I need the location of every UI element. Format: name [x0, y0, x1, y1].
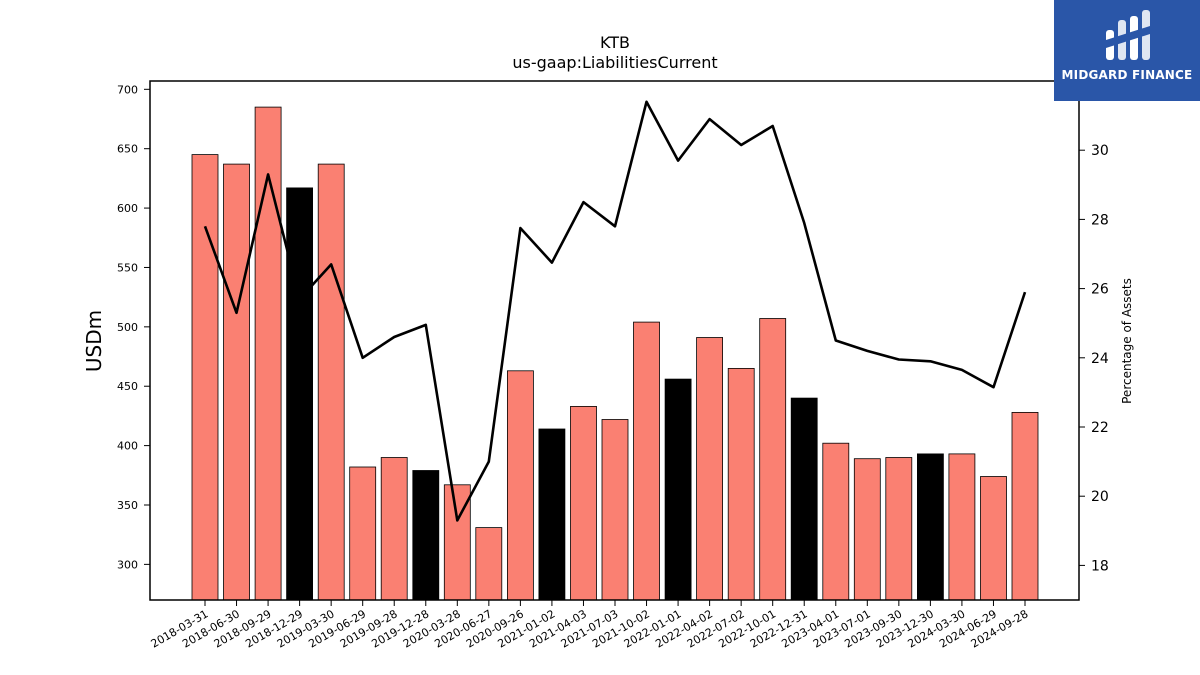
bar [948, 453, 976, 601]
y-axis-label: USDm [82, 310, 106, 372]
bar [790, 397, 818, 601]
y2-tick-label: 24 [1091, 351, 1109, 367]
bar [570, 405, 597, 601]
bar [254, 106, 282, 601]
y-tick-label: 400 [117, 440, 138, 453]
y-tick-label: 300 [117, 558, 138, 571]
y2-tick-label: 28 [1091, 212, 1109, 228]
y-tick-label: 350 [117, 499, 138, 512]
bar [980, 476, 1007, 601]
y2-axis-label: Percentage of Assets [1120, 278, 1134, 404]
bar [191, 154, 219, 601]
brand-name: MIDGARD FINANCE [1061, 68, 1193, 82]
bar [601, 419, 629, 601]
y-tick-label: 550 [117, 261, 138, 274]
bar [317, 163, 345, 601]
line-series [203, 100, 1027, 522]
bar [475, 527, 503, 601]
bar-series [191, 106, 1039, 601]
y2-tick-label: 18 [1091, 558, 1109, 574]
bar [822, 442, 850, 601]
bar [759, 318, 787, 601]
brand-logo: MIDGARD FINANCE [1054, 0, 1200, 101]
y2-tick-label: 26 [1091, 282, 1109, 298]
percentage-line [203, 100, 1027, 522]
bar [286, 187, 314, 601]
bar [633, 321, 660, 601]
bar [223, 163, 250, 601]
bar [506, 370, 534, 601]
bar [349, 466, 377, 601]
y-tick-label: 650 [117, 143, 138, 156]
y-tick-label: 700 [117, 83, 138, 96]
brand-mark-icon [1106, 10, 1150, 60]
bar [664, 378, 692, 601]
bar [538, 428, 566, 601]
chart-subtitle: us-gaap:LiabilitiesCurrent [512, 53, 717, 72]
bar [1011, 411, 1039, 601]
chart-title: KTB [600, 33, 630, 52]
bar [412, 470, 440, 601]
x-axis: 2018-03-312018-06-302018-09-292018-12-29… [149, 600, 1031, 651]
bar [917, 453, 944, 601]
y-tick-label: 500 [117, 321, 138, 334]
y-tick-label: 600 [117, 202, 138, 215]
y2-tick-label: 30 [1091, 143, 1109, 159]
bar [885, 457, 913, 601]
y2-tick-label: 22 [1091, 420, 1109, 436]
bar [696, 337, 723, 601]
bar [727, 367, 755, 601]
y-tick-label: 450 [117, 380, 138, 393]
y2-tick-label: 20 [1091, 489, 1109, 505]
y-axis-right: 18 20 22 24 26 28 30 [1079, 143, 1109, 574]
y-axis-left: 300 350 400 450 500 550 600 650 700 [117, 83, 150, 571]
bar [380, 457, 408, 601]
bar [853, 458, 881, 601]
